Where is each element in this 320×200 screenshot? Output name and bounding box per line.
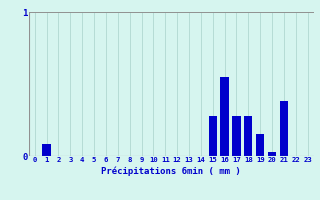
Bar <box>232 116 241 156</box>
Bar <box>268 152 276 156</box>
Bar <box>220 77 229 156</box>
Bar <box>43 144 51 156</box>
Bar <box>280 101 288 156</box>
Bar <box>244 116 252 156</box>
X-axis label: Précipitations 6min ( mm ): Précipitations 6min ( mm ) <box>101 166 241 176</box>
Bar <box>256 134 264 156</box>
Bar <box>209 116 217 156</box>
